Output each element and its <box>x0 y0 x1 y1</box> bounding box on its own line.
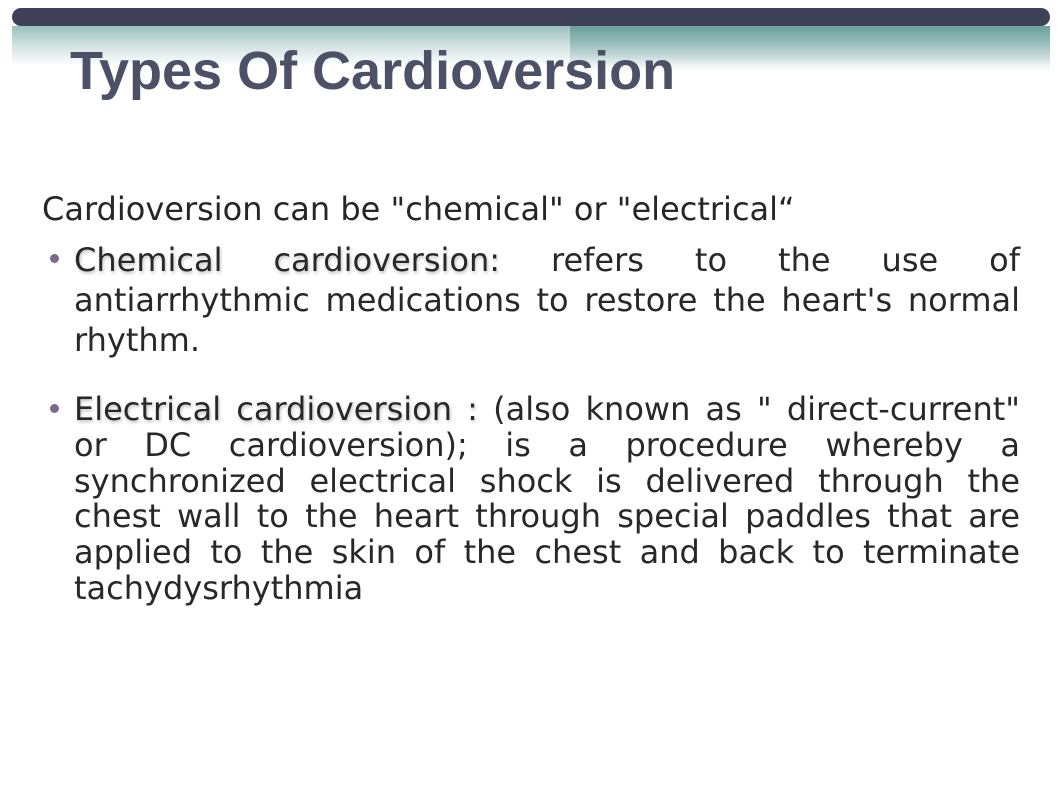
slide-top-bar <box>12 8 1050 26</box>
bullet-lead: Electrical cardioversion : <box>74 390 478 428</box>
slide-content: Cardioversion can be "chemical" or "elec… <box>42 190 1020 607</box>
bullet-lead: Chemical cardioversion: <box>74 241 500 279</box>
bullet-item: Electrical cardioversion : (also known a… <box>42 392 1020 607</box>
slide-title: Types Of Cardioversion <box>70 40 675 102</box>
bullet-dot-icon <box>50 404 59 413</box>
intro-text: Cardioversion can be "chemical" or "elec… <box>42 190 1020 228</box>
bullet-item: Chemical cardioversion: refers to the us… <box>42 240 1020 360</box>
bullet-dot-icon <box>50 254 59 263</box>
